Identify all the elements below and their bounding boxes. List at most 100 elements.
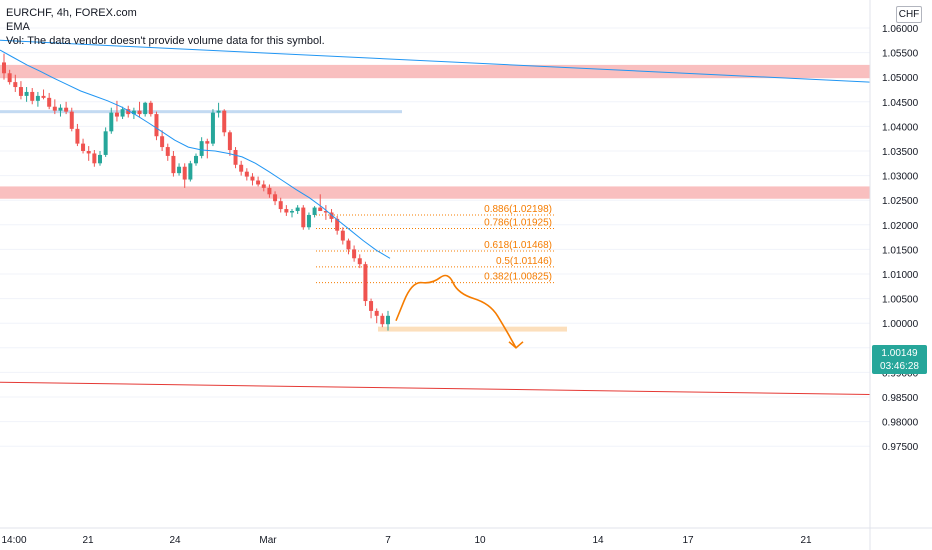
candle: [369, 298, 374, 319]
candlestick-series: [2, 53, 390, 331]
fib-label: 0.618(1.01468): [484, 240, 552, 251]
y-tick-label: 1.05000: [882, 73, 919, 84]
candle-body: [75, 128, 80, 144]
candle: [210, 109, 215, 147]
candle: [312, 206, 317, 218]
y-tick-label: 1.01500: [882, 245, 919, 256]
candle: [30, 88, 35, 105]
candle: [7, 69, 12, 85]
candle: [114, 100, 119, 122]
chart-grid: [0, 27, 870, 447]
candle-body: [363, 264, 368, 302]
x-tick-label: 17: [682, 535, 694, 546]
candle: [357, 254, 362, 269]
candle: [103, 127, 108, 157]
candle-body: [177, 166, 182, 174]
x-tick-label: 14:00: [1, 535, 26, 546]
candle: [52, 99, 57, 115]
candle: [58, 104, 63, 117]
candle-body: [374, 310, 379, 316]
candle: [306, 212, 311, 230]
candle: [154, 111, 159, 141]
y-tick-label: 1.01000: [882, 270, 919, 281]
candle-body: [216, 110, 221, 113]
candle: [165, 143, 170, 161]
candle-body: [227, 132, 232, 151]
candle: [256, 176, 261, 187]
candle: [374, 308, 379, 324]
candle-body: [340, 230, 345, 241]
candle-body: [346, 240, 351, 250]
currency-badge[interactable]: CHF: [896, 6, 922, 23]
price-axis[interactable]: 1.06000 1.05500 1.05000 1.04500 1.04000 1.035…: [869, 0, 919, 550]
time-axis[interactable]: 14:00 21 24 Mar 7 10 14 17 21: [0, 527, 932, 546]
candle-body: [24, 91, 29, 96]
zone-zone-red: [0, 64, 870, 79]
candle-body: [52, 106, 57, 111]
candle: [120, 106, 125, 120]
y-tick-label: 1.04500: [882, 98, 919, 109]
candle-body: [69, 111, 74, 129]
candle: [267, 184, 272, 198]
y-tick-label: 1.02500: [882, 196, 919, 207]
candle-body: [47, 97, 52, 107]
candle-body: [92, 153, 97, 164]
candle-body: [352, 249, 357, 259]
candle: [2, 53, 6, 80]
last-price-tag: 1.00149 03:46:28: [872, 345, 927, 374]
candle-body: [323, 211, 328, 213]
candle: [284, 205, 289, 216]
candle-body: [154, 114, 159, 137]
projection-arrow: [395, 274, 524, 349]
candle: [177, 163, 182, 176]
candle: [318, 194, 323, 212]
candle: [340, 227, 345, 245]
x-tick-label: 21: [82, 535, 94, 546]
candle: [244, 168, 249, 181]
y-tick-label: 1.06000: [882, 24, 919, 35]
candle: [47, 92, 52, 110]
candle: [216, 102, 221, 118]
candle-body: [306, 214, 311, 228]
zone-zone-red: [0, 186, 870, 199]
trendline-blue: [0, 39, 871, 83]
candle-body: [256, 180, 261, 185]
candle-body: [318, 207, 323, 212]
y-tick-label: 1.00000: [882, 319, 919, 330]
x-tick-label: 7: [385, 535, 391, 546]
candle-body: [126, 109, 131, 115]
candle: [69, 107, 74, 132]
candle: [205, 138, 210, 159]
candle-body: [301, 207, 306, 228]
candle: [137, 101, 142, 118]
y-tick-label: 1.03500: [882, 147, 919, 158]
candle-body: [30, 91, 35, 101]
x-tick-label: 14: [592, 535, 604, 546]
candle: [126, 105, 131, 118]
y-tick-label: 0.97500: [882, 442, 919, 453]
candle-body: [18, 87, 23, 96]
candle-body: [148, 102, 153, 115]
candle-body: [244, 171, 249, 177]
trendline-red: [0, 381, 871, 396]
candle-body: [13, 82, 18, 88]
candle-body: [357, 258, 362, 265]
candle-body: [210, 112, 215, 144]
candle-body: [369, 301, 374, 311]
candle: [222, 109, 227, 137]
candle-body: [103, 131, 108, 155]
candle-body: [7, 73, 12, 83]
candle-body: [284, 209, 289, 213]
y-tick-label: 1.03000: [882, 172, 919, 183]
candle: [290, 209, 294, 218]
candle: [233, 147, 238, 169]
candle-body: [137, 110, 142, 115]
candle-body: [205, 141, 210, 144]
candle-body: [250, 176, 255, 181]
zone-zone-orange: [378, 326, 567, 332]
candle-body: [380, 315, 385, 325]
candle: [261, 180, 266, 192]
y-tick-label: 0.98500: [882, 393, 919, 404]
candle: [301, 205, 306, 230]
